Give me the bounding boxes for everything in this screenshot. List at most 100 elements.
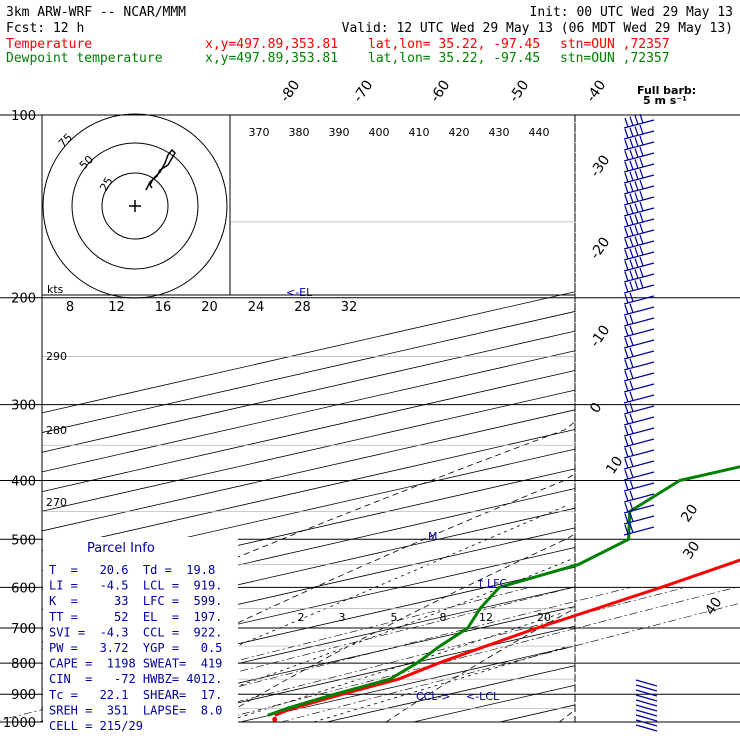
wind-barb-flag: [639, 179, 644, 190]
dry-adiabat-line: [212, 115, 576, 723]
pressure-tick-labels: 100 200 300 400 500 600 700 800 900 1000: [3, 109, 36, 731]
wind-barb-flag: [634, 126, 639, 136]
wind-barb-flag: [634, 181, 639, 191]
wind-barb-flag: [629, 215, 634, 225]
wind-barb-flag: [639, 113, 644, 124]
wind-barb-staff: [635, 689, 658, 697]
mixing-ratio-label: 20: [537, 611, 551, 624]
wind-barb-staff: [623, 405, 655, 415]
valid-time: Valid: 12 UTC Wed 29 May 13 (06 MDT Wed …: [342, 21, 733, 36]
wind-barb-flag: [639, 190, 644, 201]
wind-barb-flag: [629, 281, 634, 291]
wind-barb-staff: [623, 152, 655, 162]
wind-barb: [623, 479, 655, 492]
wind-barb-staff: [635, 684, 658, 692]
isotherm-line: [41, 350, 576, 473]
hodograph: 25 50 75 kts: [41, 113, 231, 299]
parcel-info-rows: T = 20.6 Td = 19.8 LI = -4.5 LCL = 919.K …: [49, 563, 222, 733]
wind-barb-staff: [623, 317, 655, 327]
wind-barb: [623, 179, 655, 195]
theta-label: 410: [409, 126, 430, 139]
wind-barb-flag: [639, 135, 644, 146]
pressure-tick-label: 200: [11, 292, 36, 307]
temperature-tick-labels: 8 12 16 20 24 28 32: [66, 300, 357, 315]
wind-barb-flag: [634, 148, 639, 158]
wind-barb: [635, 719, 658, 727]
wind-barb-flag: [624, 194, 629, 205]
hodograph-ring-75: [42, 113, 228, 299]
surface-marker: [272, 716, 278, 722]
wind-barb-flag: [639, 124, 644, 135]
theta-label: 420: [449, 126, 470, 139]
wind-barb: [623, 402, 655, 415]
wind-barb: [623, 435, 655, 448]
parcel-info-row: Tc = 22.1 SHEAR= 17.: [49, 688, 222, 702]
wind-barb: [623, 413, 655, 426]
temperature-tick-label: 16: [155, 300, 172, 315]
wind-barb: [623, 234, 655, 250]
wind-barb-staff: [635, 704, 658, 712]
pressure-tick-label: 700: [11, 622, 36, 637]
parcel-info-row: CIN = -72 HWBZ= 4012.: [49, 672, 222, 686]
wind-barb-staff: [623, 229, 655, 239]
parcel-info-row: PW = 3.72 YGP = 0.5: [49, 641, 222, 655]
wind-barb: [623, 325, 655, 338]
theta-label: 430: [489, 126, 510, 139]
isotherm-line: [41, 429, 576, 552]
wind-barb: [623, 201, 655, 217]
parcel-info-title: Parcel Info: [87, 541, 155, 556]
wind-barb: [635, 724, 658, 732]
wind-barb-flag: [624, 370, 629, 381]
dewpoint-line: [267, 465, 740, 717]
wind-barb: [623, 468, 655, 481]
theta-label: 370: [249, 126, 270, 139]
wind-barb-staff: [623, 240, 655, 250]
wind-barb-flag: [624, 172, 629, 183]
wind-barb-flag: [629, 259, 634, 269]
wind-barb: [623, 523, 655, 536]
isotherm-line: [41, 370, 576, 492]
theta-label: 380: [289, 126, 310, 139]
wind-barb-flag: [634, 137, 639, 147]
temperature-tick-label: 8: [66, 300, 74, 315]
parcel-info-row: SVI = -4.3 CCL = 922.: [49, 625, 222, 639]
mixing-ratio-label: 12: [479, 611, 493, 624]
wind-barb-flag: [624, 414, 629, 425]
wind-barb-flag: [629, 523, 634, 533]
lfc-arrow-icon: ↑: [476, 577, 485, 590]
parcel-info-row: SREH = 351 LAPSE= 8.0: [49, 703, 222, 717]
wind-barb-flag: [629, 292, 634, 302]
pressure-tick-label: 300: [11, 399, 36, 414]
wind-barb-flag: [624, 216, 629, 227]
wind-barb: [623, 512, 655, 525]
wind-barb-flag: [624, 524, 629, 535]
isotherm-line: [41, 291, 576, 414]
wind-barb-flag: [629, 457, 634, 467]
wind-barb-flag: [629, 314, 634, 324]
hodograph-ring-50: [71, 142, 199, 270]
wind-barb-flag: [629, 479, 634, 489]
wind-barb-flag: [624, 183, 629, 194]
wind-barb-flag: [639, 267, 644, 278]
wind-barb-flag: [624, 293, 629, 304]
wind-barb-flag: [629, 325, 634, 335]
wind-barb: [635, 689, 658, 697]
wind-barb-flag: [624, 513, 629, 524]
wind-barb: [623, 490, 655, 503]
theta-left-labels: 290 280 270: [46, 350, 67, 509]
wind-barb-flag: [639, 256, 644, 267]
wind-barb-flag: [624, 403, 629, 414]
temp-xy: x,y=497.89,353.81: [205, 37, 338, 52]
wind-barb-flag: [629, 149, 634, 159]
wind-barb-flag: [629, 248, 634, 258]
temperature-legend: Temperature: [6, 37, 92, 52]
wind-barb: [623, 358, 655, 371]
isotherm-label: -30: [587, 152, 613, 180]
wind-barb-flag: [629, 424, 634, 434]
wind-barb-flag: [634, 236, 639, 246]
wind-barb-staff: [623, 185, 655, 195]
wind-barb-flag: [629, 446, 634, 456]
wind-barb-flag: [629, 512, 634, 522]
isotherm-label: -80: [277, 77, 303, 105]
wind-barb-staff: [623, 526, 655, 536]
